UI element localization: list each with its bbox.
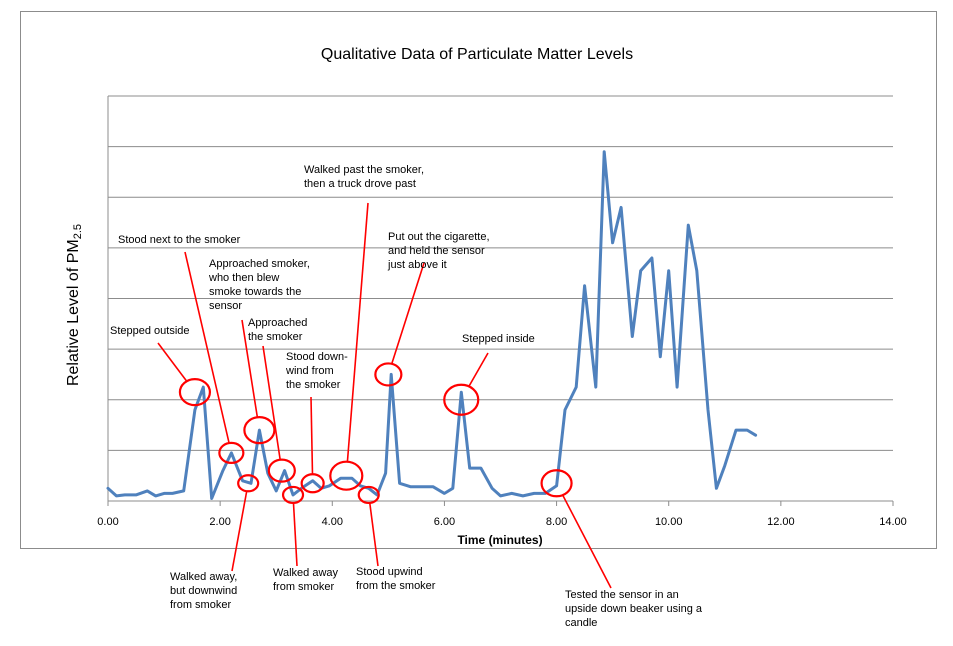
x-tick-label: 0.00 xyxy=(97,516,118,528)
annotation-leader-line xyxy=(262,345,281,460)
annotation-leader-line xyxy=(390,262,425,365)
annotation-leader-line xyxy=(292,502,298,567)
annotation-layer: Stepped outside Stood next to the smoker W… xyxy=(110,164,703,629)
series-layer xyxy=(106,150,758,500)
annotation-leader-line xyxy=(368,502,379,567)
x-tick-layer: 0.00 2.00 4.00 6.00 8.00 10.00 12.00 14.00 xyxy=(97,501,907,528)
y-axis-title-main: Relative Level of PM xyxy=(65,239,82,386)
x-tick-label: 4.00 xyxy=(322,516,343,528)
x-tick-label: 10.00 xyxy=(655,516,683,528)
annotation-circle xyxy=(243,416,276,445)
annotation-label: Walked away from smoker xyxy=(273,567,339,593)
annotation-label: Tested the sensor in an upside down beake… xyxy=(565,589,703,629)
annotation-circle xyxy=(374,362,403,387)
x-tick-label: 6.00 xyxy=(434,516,455,528)
x-axis-title: Time (minutes) xyxy=(457,533,542,547)
annotation-circle xyxy=(357,485,380,505)
annotation-leader-line xyxy=(468,352,489,388)
x-tick-label: 14.00 xyxy=(879,516,907,528)
annotation-circle xyxy=(329,460,364,491)
annotation-label: Stepped inside xyxy=(462,333,535,345)
annotation-label: Approached smoker, who then blew smoke tow… xyxy=(208,258,310,312)
annotation-label: Stood upwind from the smoker xyxy=(356,566,436,592)
annotation-circle xyxy=(178,378,212,407)
annotation-leader-line xyxy=(184,251,230,444)
annotation-leader-line xyxy=(561,494,612,589)
grid-layer xyxy=(107,95,893,502)
annotation-label: Walked away, but downwind from smoker xyxy=(170,571,237,611)
series-line-1 xyxy=(106,150,758,500)
x-tick-label: 12.00 xyxy=(767,516,795,528)
annotation-circle xyxy=(540,469,573,498)
x-tick-label: 8.00 xyxy=(546,516,567,528)
x-tick-label: 2.00 xyxy=(209,516,230,528)
y-axis-title: Relative Level of PM2.5 xyxy=(65,224,84,386)
annotation-label: Approached the smoker xyxy=(248,317,307,343)
annotation-leader-line xyxy=(157,342,188,383)
annotation-leader-line xyxy=(241,319,259,418)
annotation-circle xyxy=(443,383,480,416)
annotation-label: Stood next to the smoker xyxy=(118,234,241,246)
chart-title: Qualitative Data of Particulate Matter L… xyxy=(321,46,633,63)
annotation-circle xyxy=(281,485,305,505)
annotation-leader-line xyxy=(231,491,248,572)
annotation-circle xyxy=(237,474,260,493)
annotation-label: Stood down-wind from the smoker xyxy=(285,351,348,391)
chart-area-border xyxy=(20,11,937,549)
annotation-leader-line xyxy=(310,396,314,475)
annotation-circle xyxy=(218,441,245,465)
annotation-leader-line xyxy=(346,202,369,462)
annotation-label: Put out the cigarette, and held the senso… xyxy=(387,231,490,271)
annotation-label: Stepped outside xyxy=(110,325,190,337)
annotation-circle xyxy=(300,473,325,494)
y-axis-title-subscript: 2.5 xyxy=(72,224,84,239)
annotation-circle xyxy=(267,458,296,483)
annotation-label: Walked past the smoker, then a truck drov… xyxy=(304,164,424,190)
